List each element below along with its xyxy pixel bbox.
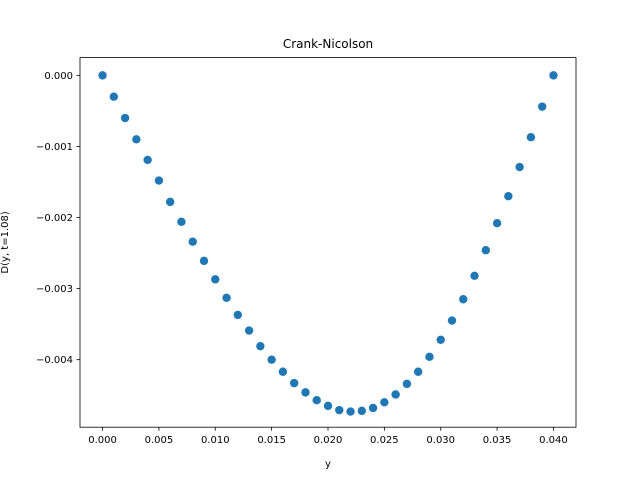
x-tick-label: 0.035 (483, 435, 512, 446)
y-axis-ticks: 0.000 −0.001 −0.002 −0.003 −0.004 (36, 71, 80, 366)
data-point (256, 341, 265, 351)
data-point (211, 275, 220, 284)
x-tick-label: 0.000 (88, 435, 117, 446)
x-tick-label: 0.040 (539, 435, 568, 446)
data-point (120, 113, 130, 123)
data-point (109, 92, 119, 101)
data-point (323, 401, 333, 411)
data-point (459, 295, 468, 304)
data-point (132, 135, 141, 144)
x-tick-label: 0.005 (145, 435, 174, 446)
data-point (413, 367, 423, 376)
data-point (402, 379, 412, 389)
data-point (233, 310, 243, 320)
data-point (380, 398, 389, 407)
x-axis-label: y (325, 459, 331, 470)
x-axis-ticks: 0.000 0.005 0.010 0.015 0.020 0.025 0.030 0.035… (88, 427, 568, 446)
x-tick-label: 0.030 (426, 435, 455, 446)
data-point (278, 367, 288, 376)
data-point (98, 71, 107, 80)
data-point (357, 406, 367, 416)
data-point (526, 133, 536, 142)
data-point (199, 256, 209, 266)
y-tick-label: −0.003 (36, 284, 73, 295)
data-point (267, 355, 276, 364)
data-point (188, 237, 197, 246)
data-point (154, 176, 164, 185)
data-point (222, 293, 231, 303)
data-point (425, 352, 434, 362)
data-point (436, 335, 445, 344)
data-point (143, 155, 152, 165)
y-tick-label: −0.001 (36, 142, 73, 153)
data-point (447, 316, 457, 325)
y-tick-label: −0.004 (36, 355, 73, 366)
data-point (368, 403, 378, 413)
x-tick-label: 0.010 (201, 435, 230, 446)
data-point (537, 102, 547, 111)
y-axis-label: D(y, t=1.08) (0, 211, 11, 273)
data-point (391, 390, 400, 399)
data-points (98, 71, 558, 416)
data-point (301, 388, 310, 397)
y-tick-label: −0.002 (36, 213, 73, 224)
y-tick-label: 0.000 (44, 71, 73, 82)
x-tick-label: 0.025 (370, 435, 399, 446)
data-point (177, 217, 186, 226)
data-point (289, 378, 299, 388)
data-point (481, 246, 491, 255)
data-point (504, 192, 513, 201)
data-point (492, 219, 502, 228)
data-point (335, 405, 344, 415)
data-point (165, 197, 175, 207)
data-point (549, 71, 558, 80)
chart-title: Crank-Nicolson (283, 37, 373, 51)
data-point (312, 395, 321, 405)
data-point (515, 162, 524, 172)
x-tick-label: 0.020 (314, 435, 343, 446)
data-point (470, 271, 479, 281)
x-tick-label: 0.015 (257, 435, 286, 446)
data-point (346, 407, 355, 416)
data-point (244, 326, 254, 335)
